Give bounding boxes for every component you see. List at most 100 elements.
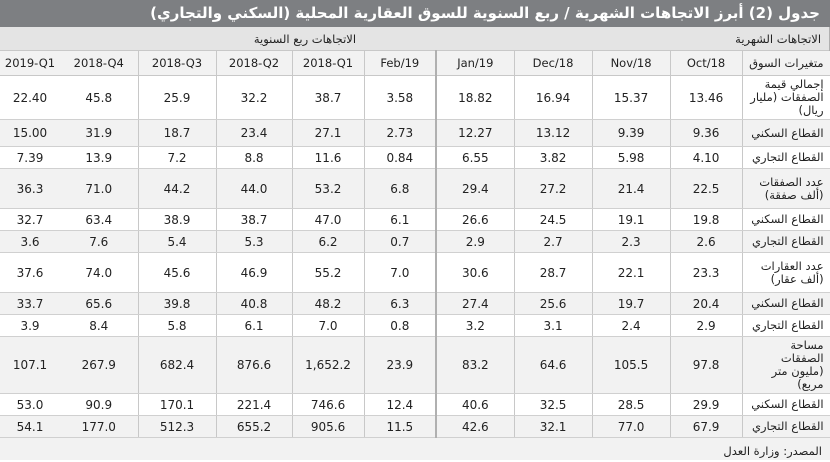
row-label: عدد الصفقات (ألف صفقة) <box>742 168 830 209</box>
table-row: 3.6 7.6 5.4 5.3 6.2 0.7 2.9 2.7 2.3 2.6 القطاع الت… <box>0 230 830 253</box>
month-cell: 15.37 <box>592 75 671 120</box>
quarter-cell: 90.9 <box>60 393 139 416</box>
quarter-cell: 905.6 <box>292 415 365 438</box>
row-label: القطاع التجاري <box>742 415 830 438</box>
month-cell: 25.6 <box>514 292 593 315</box>
quarter-cell: 5.8 <box>138 314 217 337</box>
month-cell: 18.82 <box>436 75 515 120</box>
row-label: عدد العقارات (ألف عقار) <box>742 252 830 293</box>
month-cell: 3.58 <box>364 75 438 120</box>
quarter-cell: 32.7 <box>0 208 60 231</box>
quarter-cell: 876.6 <box>216 336 293 394</box>
month-cell: 6.55 <box>436 146 515 169</box>
source-note: المصدر: وزارة العدل <box>0 438 830 460</box>
quarter-cell: 74.0 <box>60 252 139 293</box>
table-row: 107.1 267.9 682.4 876.6 1,652.2 23.9 83.2 64.6 1… <box>0 336 830 394</box>
quarter-cell: 682.4 <box>138 336 217 394</box>
month-cell: 32.5 <box>514 393 593 416</box>
quarter-cell: 37.6 <box>0 252 60 293</box>
month-cell: 67.9 <box>670 415 743 438</box>
quarter-cell: 22.40 <box>0 75 60 120</box>
month-cell: 64.6 <box>514 336 593 394</box>
quarter-cell: 170.1 <box>138 393 217 416</box>
row-label: القطاع السكني <box>742 119 830 147</box>
col-header: 2018-Q1 <box>292 50 365 76</box>
month-cell: 2.7 <box>514 230 593 253</box>
col-header: Oct/18 <box>670 50 743 76</box>
row-label: القطاع التجاري <box>742 314 830 337</box>
col-header: Feb/19 <box>364 50 438 76</box>
month-cell: 12.27 <box>436 119 515 147</box>
quarter-cell: 13.9 <box>60 146 139 169</box>
quarter-cell: 36.3 <box>0 168 60 209</box>
row-label: القطاع السكني <box>742 393 830 416</box>
quarter-cell: 46.9 <box>216 252 293 293</box>
quarter-cell: 53.0 <box>0 393 60 416</box>
month-cell: 28.5 <box>592 393 671 416</box>
month-cell: 21.4 <box>592 168 671 209</box>
month-cell: 3.2 <box>436 314 515 337</box>
table-row: 37.6 74.0 45.6 46.9 55.2 7.0 30.6 28.7 22.1 23.3 ع… <box>0 252 830 293</box>
month-cell: 6.1 <box>364 208 438 231</box>
quarter-cell: 27.1 <box>292 119 365 147</box>
month-cell: 24.5 <box>514 208 593 231</box>
month-cell: 2.4 <box>592 314 671 337</box>
month-cell: 83.2 <box>436 336 515 394</box>
quarter-cell: 31.9 <box>60 119 139 147</box>
month-cell: 29.9 <box>670 393 743 416</box>
quarter-cell: 44.2 <box>138 168 217 209</box>
month-cell: 30.6 <box>436 252 515 293</box>
month-cell: 6.3 <box>364 292 438 315</box>
row-label: القطاع التجاري <box>742 146 830 169</box>
quarter-cell: 11.6 <box>292 146 365 169</box>
month-cell: 12.4 <box>364 393 438 416</box>
month-cell: 32.1 <box>514 415 593 438</box>
month-cell: 27.2 <box>514 168 593 209</box>
section-header-row: الاتجاهات ربع السنوية الاتجاهات الشهرية <box>0 27 830 51</box>
month-cell: 105.5 <box>592 336 671 394</box>
quarter-cell: 746.6 <box>292 393 365 416</box>
table-body: 22.40 45.8 25.9 32.2 38.7 3.58 18.82 16.94 15.37… <box>0 75 830 438</box>
table-row: 33.7 65.6 39.8 40.8 48.2 6.3 27.4 25.6 19.7 20.4 ا… <box>0 292 830 315</box>
month-cell: 9.39 <box>592 119 671 147</box>
month-cell: 28.7 <box>514 252 593 293</box>
month-cell: 7.0 <box>364 252 438 293</box>
quarter-cell: 512.3 <box>138 415 217 438</box>
col-header: Nov/18 <box>592 50 671 76</box>
quarter-cell: 3.9 <box>0 314 60 337</box>
col-header: 2019-Q1 <box>0 50 60 76</box>
table-row: 7.39 13.9 7.2 8.8 11.6 0.84 6.55 3.82 5.98 4.10 ال… <box>0 146 830 169</box>
quarter-cell: 44.0 <box>216 168 293 209</box>
month-cell: 4.10 <box>670 146 743 169</box>
month-cell: 0.7 <box>364 230 438 253</box>
quarter-cell: 53.2 <box>292 168 365 209</box>
table-row: 32.7 63.4 38.9 38.7 47.0 6.1 26.6 24.5 19.1 19.8 ا… <box>0 208 830 231</box>
quarter-cell: 267.9 <box>60 336 139 394</box>
quarter-cell: 23.4 <box>216 119 293 147</box>
quarterly-header: الاتجاهات ربع السنوية <box>0 27 365 51</box>
quarter-cell: 6.2 <box>292 230 365 253</box>
row-label: مساحة الصفقات (مليون متر مربع) <box>742 336 830 394</box>
monthly-header: الاتجاهات الشهرية <box>364 27 830 51</box>
month-cell: 2.9 <box>670 314 743 337</box>
quarter-cell: 7.39 <box>0 146 60 169</box>
quarter-cell: 40.8 <box>216 292 293 315</box>
month-cell: 9.36 <box>670 119 743 147</box>
month-cell: 19.7 <box>592 292 671 315</box>
month-cell: 20.4 <box>670 292 743 315</box>
month-cell: 2.6 <box>670 230 743 253</box>
label-header: متغيرات السوق <box>742 50 830 76</box>
month-cell: 11.5 <box>364 415 438 438</box>
quarter-cell: 32.2 <box>216 75 293 120</box>
quarter-cell: 47.0 <box>292 208 365 231</box>
quarter-cell: 177.0 <box>60 415 139 438</box>
month-cell: 0.84 <box>364 146 438 169</box>
quarter-cell: 655.2 <box>216 415 293 438</box>
quarter-cell: 39.8 <box>138 292 217 315</box>
quarter-cell: 45.8 <box>60 75 139 120</box>
month-cell: 6.8 <box>364 168 438 209</box>
quarter-cell: 6.1 <box>216 314 293 337</box>
row-label: القطاع السكني <box>742 208 830 231</box>
table-row: 36.3 71.0 44.2 44.0 53.2 6.8 29.4 27.2 21.4 22.5 ع… <box>0 168 830 209</box>
month-cell: 27.4 <box>436 292 515 315</box>
